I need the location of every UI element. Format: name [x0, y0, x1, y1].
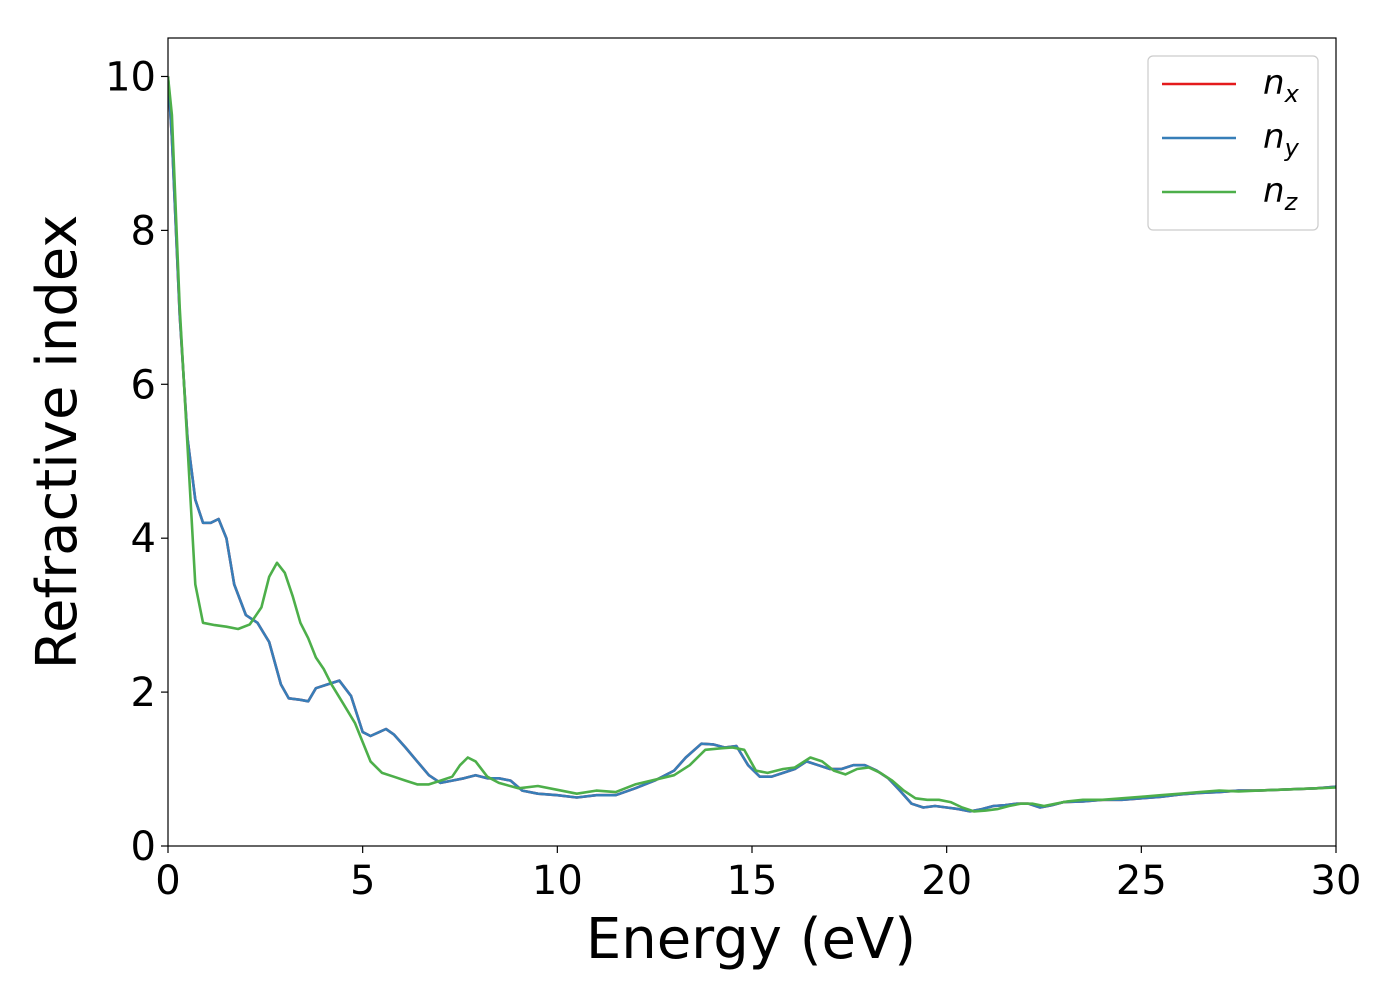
- x-axis-label: Energy (eV): [586, 907, 916, 972]
- legend-box: [1147, 55, 1319, 231]
- x-tick-label: 0: [155, 858, 180, 904]
- x-tick-label: 20: [921, 858, 972, 904]
- tick-marks: 0 5 10 15 20 25 30 0 2 4 6 8 10: [105, 54, 1361, 904]
- x-tick-label: 10: [532, 858, 583, 904]
- y-tick-label: 4: [131, 516, 156, 562]
- x-tick-label: 25: [1116, 858, 1167, 904]
- plot-area: [168, 76, 1336, 813]
- series-line-z: [168, 76, 1336, 813]
- x-tick-label: 15: [727, 858, 778, 904]
- x-tick-label: 5: [350, 858, 375, 904]
- x-tick-label: 30: [1311, 858, 1362, 904]
- y-tick-label: 10: [105, 54, 156, 100]
- y-axis-label: Refractive index: [25, 215, 90, 670]
- y-tick-label: 2: [131, 670, 156, 716]
- y-tick-label: 8: [131, 208, 156, 254]
- y-tick-label: 6: [131, 362, 156, 408]
- legend-label-x: nx: [1263, 63, 1300, 108]
- y-tick-label: 0: [131, 824, 156, 870]
